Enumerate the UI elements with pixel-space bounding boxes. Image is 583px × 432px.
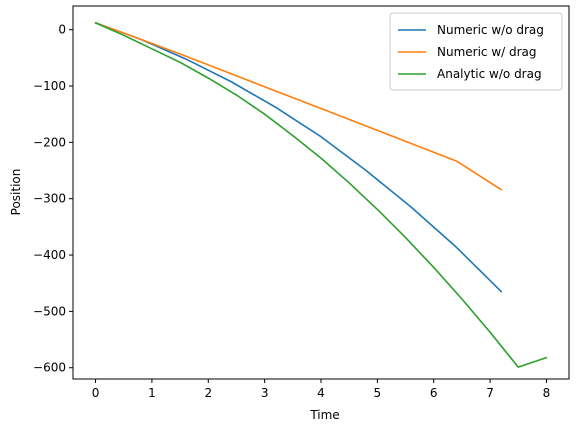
y-tick-label: −600 [33, 361, 66, 375]
series-line-1 [94, 22, 503, 293]
y-axis: 0 −100 −200 −300 −400 −500 −600 [33, 23, 73, 375]
x-tick-label: 4 [317, 386, 325, 400]
series-layer [94, 22, 548, 368]
series-line-2 [94, 22, 503, 191]
y-axis-label: Position [9, 169, 23, 216]
legend-label-2: Numeric w/ drag [437, 45, 537, 59]
legend-label-3: Analytic w/o drag [437, 67, 542, 81]
x-tick-label: 3 [261, 386, 269, 400]
x-tick-label: 8 [543, 386, 551, 400]
y-tick-label: −100 [33, 79, 66, 93]
legend-label-1: Numeric w/o drag [437, 23, 544, 37]
y-tick-label: −400 [33, 248, 66, 262]
x-tick-label: 0 [92, 386, 100, 400]
y-tick-label: −300 [33, 192, 66, 206]
x-tick-label: 5 [374, 386, 382, 400]
y-tick-label: −500 [33, 304, 66, 318]
legend: Numeric w/o drag Numeric w/ drag Analytic … [389, 12, 563, 91]
x-axis-label: Time [309, 408, 339, 422]
y-tick-label: 0 [58, 23, 66, 37]
x-tick-label: 2 [204, 386, 212, 400]
x-tick-label: 6 [430, 386, 438, 400]
y-tick-label: −200 [33, 135, 66, 149]
x-axis: 0 1 2 3 4 5 6 7 8 [92, 379, 551, 400]
legend-frame [389, 12, 563, 91]
x-tick-label: 7 [486, 386, 494, 400]
series-line-3 [94, 22, 548, 368]
x-tick-label: 1 [148, 386, 156, 400]
